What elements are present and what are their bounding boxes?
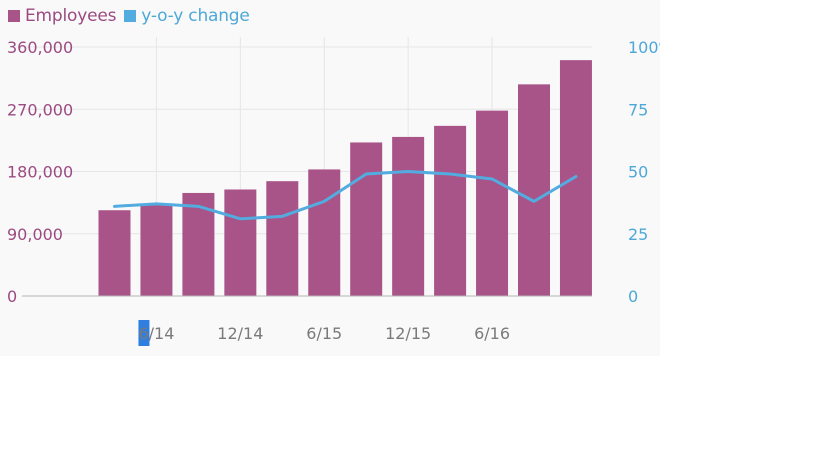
bar-employees: [266, 181, 299, 296]
right-axis-tick-label: 75: [628, 100, 648, 119]
left-axis-tick-label: 0: [7, 287, 17, 306]
bar-employees: [350, 142, 383, 296]
legend-label-employees: Employees: [25, 6, 117, 26]
chart-panel: Employees y-o-y change 0 90,000 180,000 270…: [7, 5, 660, 346]
right-axis-tick-label: 100%: [628, 38, 660, 57]
bar-employees: [140, 204, 173, 296]
left-axis-tick-label: 90,000: [7, 225, 63, 244]
x-axis-tick-label: 12/14: [217, 324, 263, 343]
legend-swatch-employees: [8, 10, 20, 22]
bar-employees: [518, 84, 550, 296]
bar-employees: [392, 136, 425, 296]
text-selection-highlight: [138, 320, 150, 346]
x-axis-tick-label: 6/16: [474, 324, 510, 343]
right-axis-tick-label: 50: [628, 163, 648, 182]
left-axis-tick-label: 270,000: [7, 100, 73, 119]
legend-item-employees: Employees: [8, 6, 116, 26]
left-axis-tick-label: 180,000: [7, 163, 73, 182]
line-yoy: [113, 170, 578, 221]
x-axis-tick-label: 12/15: [385, 324, 431, 343]
left-axis-tick-label: 360,000: [7, 38, 73, 57]
right-axis-tick-label: 25: [628, 225, 648, 244]
legend-swatch-yoy: [124, 10, 137, 22]
legend-label-yoy: y-o-y change: [141, 6, 250, 26]
chart-svg: 0 90,000 180,000 270,000 360,000 0 25 50 75 100% 6…: [7, 37, 660, 346]
bar-employees: [308, 169, 341, 296]
chart-legend: Employees y-o-y change: [8, 5, 258, 27]
x-axis-tick-label: 6/15: [306, 324, 342, 343]
bar-employees: [224, 189, 257, 296]
bar-employees: [476, 110, 509, 296]
right-axis-tick-label: 0: [628, 287, 638, 306]
x-axis-tick-label: 6/14: [138, 324, 174, 343]
bar-employees: [434, 125, 467, 296]
bar-employees: [98, 210, 131, 296]
legend-item-yoy: y-o-y change: [124, 6, 250, 26]
